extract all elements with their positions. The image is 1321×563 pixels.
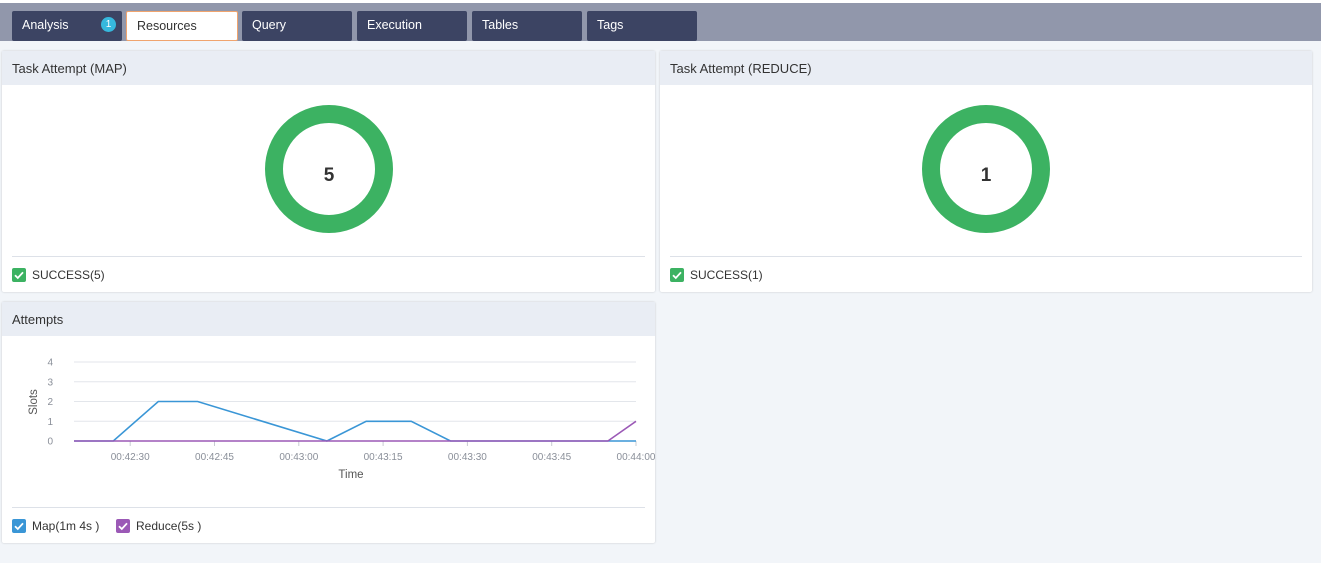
checkbox-checked-icon[interactable] — [116, 519, 130, 533]
legend-success[interactable]: SUCCESS(1) — [670, 268, 763, 282]
panel-title: Attempts — [2, 302, 655, 336]
reduce-series-line — [74, 420, 637, 442]
donut-ring — [264, 105, 393, 233]
tab-label: Execution — [367, 18, 422, 32]
donut-count: 1 — [981, 165, 992, 186]
y-tick-label: 3 — [47, 377, 53, 388]
legend-reduce[interactable]: Reduce(5s ) — [116, 519, 201, 533]
x-tick-label: 00:44:00 — [617, 452, 655, 463]
panel-title: Task Attempt (REDUCE) — [660, 51, 1312, 85]
checkbox-checked-icon[interactable] — [12, 519, 26, 533]
legend-success[interactable]: SUCCESS(5) — [12, 268, 105, 282]
legend-map[interactable]: Map(1m 4s ) — [12, 519, 99, 533]
panel-title: Task Attempt (MAP) — [2, 51, 655, 85]
checkbox-checked-icon[interactable] — [670, 268, 684, 282]
x-tick-label: 00:42:45 — [195, 452, 234, 463]
y-tick-label: 0 — [47, 437, 53, 448]
legend-label: Map(1m 4s ) — [32, 519, 100, 533]
x-tick-label: 00:43:30 — [448, 452, 487, 463]
tab-tables[interactable]: Tables — [472, 11, 582, 41]
tab-query[interactable]: Query — [242, 11, 352, 41]
x-tick-label: 00:43:00 — [279, 452, 318, 463]
tab-analysis[interactable]: Analysis 1 — [12, 11, 122, 41]
x-tick-label: 00:42:30 — [111, 452, 150, 463]
panel-legend: SUCCESS(5) — [12, 256, 645, 292]
legend-label: SUCCESS(1) — [690, 268, 763, 282]
y-axis-title: Slots — [28, 389, 40, 415]
tab-tags[interactable]: Tags — [587, 11, 697, 41]
tab-resources[interactable]: Resources — [126, 11, 238, 41]
donut-ring — [922, 105, 1050, 233]
panel-legend: Map(1m 4s ) Reduce(5s ) — [12, 507, 645, 543]
reduce-donut-chart: 1 — [660, 85, 1312, 273]
tab-execution[interactable]: Execution — [357, 11, 467, 41]
donut-count: 5 — [323, 165, 334, 186]
reduce-task-attempt-panel: Task Attempt (REDUCE) 1 SUCCESS(1) — [660, 51, 1312, 292]
tab-label: Analysis — [22, 18, 69, 32]
checkbox-checked-icon[interactable] — [12, 268, 26, 282]
legend-label: SUCCESS(5) — [32, 268, 105, 282]
y-tick-label: 2 — [47, 397, 53, 408]
legend-label: Reduce(5s ) — [136, 519, 202, 533]
y-tick-label: 1 — [47, 417, 53, 428]
notification-badge: 1 — [101, 17, 116, 32]
panel-legend: SUCCESS(1) — [670, 256, 1302, 292]
tab-label: Query — [252, 18, 287, 32]
y-tick-label: 4 — [47, 358, 53, 369]
tab-bar: Analysis 1 Resources Query Execution Tab… — [0, 0, 1321, 41]
x-axis-title: Time — [338, 469, 363, 481]
x-tick-label: 00:43:45 — [532, 452, 571, 463]
tab-label: Tags — [597, 18, 624, 32]
tab-label: Resources — [137, 19, 197, 33]
map-donut-chart: 5 — [2, 85, 655, 273]
attempts-line-chart: 0 1 2 3 4 00:42:30 00:42:45 00:43:00 00:43:15 00… — [28, 358, 655, 482]
tab-label: Tables — [482, 18, 519, 32]
map-task-attempt-panel: Task Attempt (MAP) 5 SUCCESS(5) — [2, 51, 655, 292]
x-tick-label: 00:43:15 — [364, 452, 403, 463]
